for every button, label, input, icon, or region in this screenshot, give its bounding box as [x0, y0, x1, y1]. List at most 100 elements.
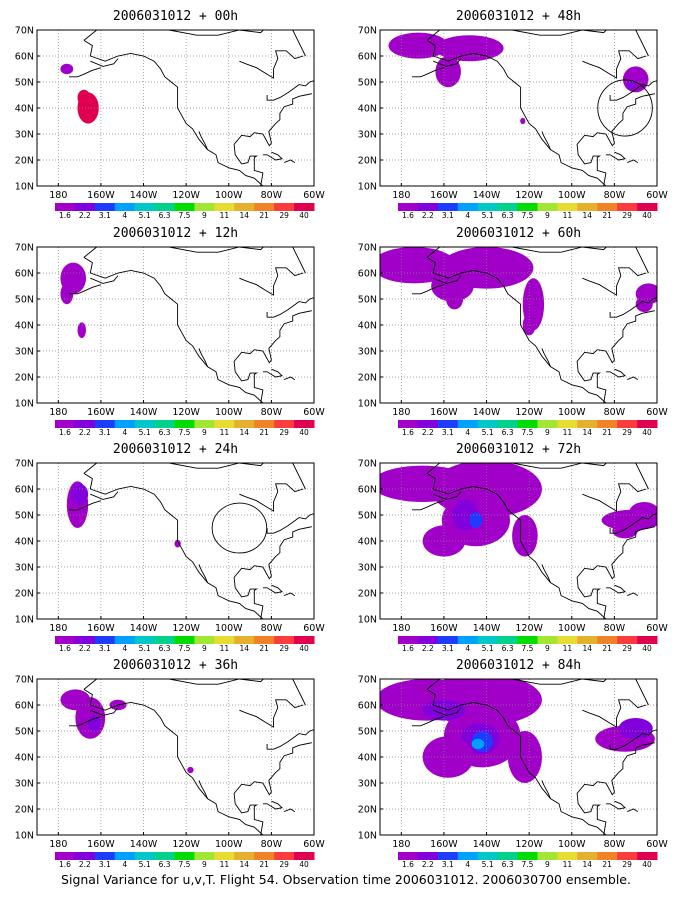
lon-tick-label: 160W — [87, 190, 115, 201]
coastline — [266, 80, 314, 101]
colorbar-swatch — [537, 852, 558, 860]
coastline — [239, 267, 304, 296]
colorbar-swatch — [154, 852, 176, 860]
colorbar-label: 9 — [545, 428, 550, 437]
colorbar-swatch — [194, 636, 215, 644]
map-panel: 2006031012 + 60h 10N 20N 30N 40N 50N 60N 70N 180… — [358, 226, 669, 437]
colorbar-label: 40 — [642, 644, 652, 653]
colorbar-label: 29 — [279, 644, 289, 653]
panel-title: 2006031012 + 48h — [456, 9, 581, 24]
coastline — [239, 483, 304, 512]
colorbar-label: 6.3 — [502, 860, 514, 869]
colorbar-label: 5.1 — [139, 644, 151, 653]
colorbar-swatch — [557, 636, 578, 644]
colorbar-swatch — [274, 203, 295, 211]
variance-contour — [388, 32, 449, 59]
colorbar-label: 3.1 — [99, 644, 111, 653]
colorbar: 1.6 2.2 3.1 4 5.1 6.3 7.5 9 11 14 21 29 40 — [398, 203, 658, 220]
colorbar-label: 6.3 — [159, 860, 171, 869]
colorbar-swatch — [417, 636, 439, 644]
variance-contour — [446, 288, 464, 310]
lat-tick-label: 10N — [15, 615, 34, 626]
colorbar-swatch — [617, 420, 638, 428]
colorbar-label: 11 — [563, 860, 573, 869]
colorbar-label: 6.3 — [159, 644, 171, 653]
lon-tick-label: 180 — [392, 623, 410, 634]
colorbar-swatch — [74, 420, 96, 428]
colorbar-swatch — [94, 852, 116, 860]
colorbar-label: 7.5 — [179, 428, 191, 437]
map-panel: 2006031012 + 12h 10N 20N 30N 40N 50N 60N 70N 180… — [15, 226, 326, 437]
coastline — [605, 151, 626, 161]
map-panel: 2006031012 + 00h 10N 20N 30N 40N 50N 60N 70N 180… — [15, 9, 326, 220]
colorbar-label: 11 — [563, 428, 573, 437]
colorbar-label: 3.1 — [442, 211, 454, 220]
colorbar-swatch — [234, 203, 255, 211]
colorbar-swatch — [597, 203, 618, 211]
colorbar-swatch — [154, 636, 176, 644]
colorbar-swatch — [274, 636, 295, 644]
colorbar-swatch — [398, 420, 419, 428]
colorbar-label: 40 — [642, 428, 652, 437]
lon-tick-label: 100W — [215, 839, 243, 850]
colorbar-swatch — [274, 420, 295, 428]
colorbar-label: 40 — [642, 860, 652, 869]
coastline — [605, 368, 626, 378]
colorbar-label: 11 — [563, 644, 573, 653]
colorbar-swatch — [214, 852, 235, 860]
lon-tick-label: 80W — [261, 190, 283, 201]
coastline — [90, 707, 119, 716]
colorbar-label: 11 — [220, 860, 230, 869]
coastline — [605, 800, 626, 810]
colorbar-label: 9 — [202, 644, 207, 653]
lat-tick-label: 40N — [15, 104, 34, 115]
colorbar-swatch — [134, 636, 156, 644]
lat-tick-label: 20N — [358, 156, 377, 167]
lon-tick-label: 120W — [515, 839, 543, 850]
colorbar-swatch — [194, 203, 215, 211]
coastline — [83, 463, 306, 490]
coastline — [605, 584, 626, 594]
coastline — [426, 473, 607, 619]
panel-title: 2006031012 + 60h — [456, 226, 581, 241]
lon-tick-label: 60W — [646, 623, 668, 634]
lat-tick-label: 10N — [358, 615, 377, 626]
coastline — [262, 800, 283, 810]
lon-tick-label: 180 — [49, 839, 67, 850]
coastline — [582, 699, 647, 728]
coastline — [83, 679, 306, 706]
colorbar-label: 29 — [622, 211, 632, 220]
colorbar-label: 11 — [563, 211, 573, 220]
coastline — [90, 491, 119, 500]
colorbar-swatch — [497, 203, 519, 211]
lat-tick-label: 10N — [15, 399, 34, 410]
panel-title: 2006031012 + 36h — [113, 658, 238, 673]
coastline — [426, 679, 649, 706]
colorbar-label: 1.6 — [402, 428, 414, 437]
colorbar-label: 4 — [465, 860, 470, 869]
lon-tick-label: 160W — [430, 839, 458, 850]
lat-tick-label: 50N — [358, 727, 377, 738]
colorbar-swatch — [154, 420, 176, 428]
coastline — [433, 275, 462, 284]
lat-tick-label: 20N — [358, 805, 377, 816]
lat-tick-label: 40N — [15, 753, 34, 764]
colorbar-swatch — [577, 852, 598, 860]
coastline — [233, 93, 312, 186]
variance-contour — [431, 270, 474, 302]
panel-title: 2006031012 + 00h — [113, 9, 238, 24]
colorbar-swatch — [457, 636, 479, 644]
colorbar-label: 14 — [239, 428, 249, 437]
lon-tick-label: 160W — [430, 407, 458, 418]
colorbar: 1.6 2.2 3.1 4 5.1 6.3 7.5 9 11 14 21 29 40 — [398, 852, 658, 869]
lon-tick-label: 100W — [215, 407, 243, 418]
colorbar-swatch — [497, 852, 519, 860]
coastline — [284, 159, 296, 164]
colorbar-label: 1.6 — [402, 644, 414, 653]
lat-tick-label: 60N — [358, 52, 377, 63]
colorbar-label: 2.2 — [79, 211, 91, 220]
variance-contour — [635, 296, 653, 312]
colorbar-swatch — [597, 852, 618, 860]
lon-tick-label: 80W — [604, 839, 626, 850]
colorbar-label: 4 — [122, 644, 127, 653]
